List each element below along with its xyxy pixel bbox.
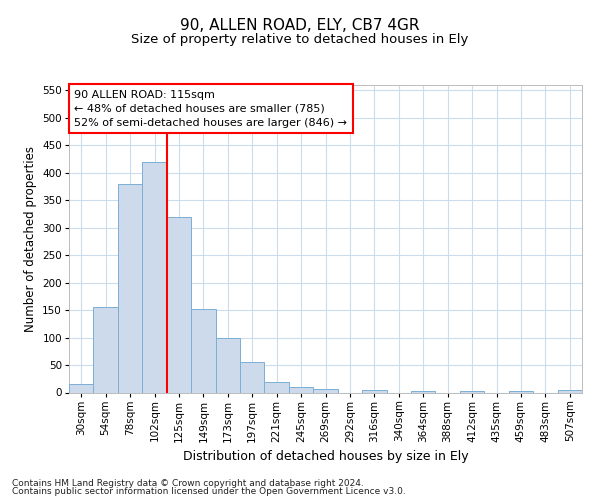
Text: Contains public sector information licensed under the Open Government Licence v3: Contains public sector information licen… [12, 488, 406, 496]
Bar [411, 391, 436, 392]
X-axis label: Distribution of detached houses by size in Ely: Distribution of detached houses by size … [182, 450, 469, 463]
Text: 90, ALLEN ROAD, ELY, CB7 4GR: 90, ALLEN ROAD, ELY, CB7 4GR [180, 18, 420, 32]
Bar [215, 338, 240, 392]
Y-axis label: Number of detached properties: Number of detached properties [24, 146, 37, 332]
Text: Size of property relative to detached houses in Ely: Size of property relative to detached ho… [131, 32, 469, 46]
Bar [118, 184, 142, 392]
Bar [69, 384, 94, 392]
Bar [191, 309, 215, 392]
Bar [142, 162, 167, 392]
Bar [362, 390, 386, 392]
Bar [94, 308, 118, 392]
Bar [557, 390, 582, 392]
Bar [167, 217, 191, 392]
Text: 90 ALLEN ROAD: 115sqm
← 48% of detached houses are smaller (785)
52% of semi-det: 90 ALLEN ROAD: 115sqm ← 48% of detached … [74, 90, 347, 128]
Bar [265, 382, 289, 392]
Text: Contains HM Land Registry data © Crown copyright and database right 2024.: Contains HM Land Registry data © Crown c… [12, 478, 364, 488]
Bar [240, 362, 265, 392]
Bar [289, 387, 313, 392]
Bar [313, 388, 338, 392]
Bar [509, 391, 533, 392]
